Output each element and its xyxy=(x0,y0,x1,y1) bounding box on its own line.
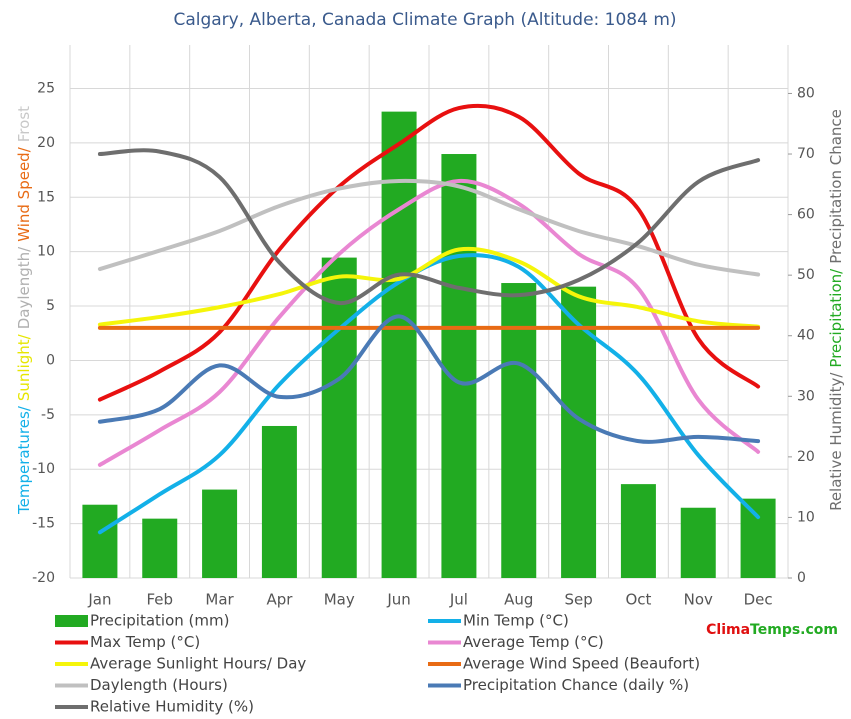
y2-axis-label-part: Precipitation/ xyxy=(827,268,845,368)
y2-tick-label: 50 xyxy=(797,267,815,283)
legend-label: Min Temp (°C) xyxy=(463,612,569,630)
x-tick-label: Apr xyxy=(266,591,293,609)
y2-tick-label: 60 xyxy=(797,207,815,223)
line xyxy=(97,178,761,277)
y-tick-label: -5 xyxy=(41,407,55,423)
bar xyxy=(381,111,417,578)
y-tick-label: 5 xyxy=(46,298,55,314)
bar xyxy=(561,286,597,578)
y-axis-label-part: Temperatures/ xyxy=(15,405,33,515)
y2-tick-label: 0 xyxy=(797,570,806,586)
y-tick-label: 0 xyxy=(46,352,55,368)
y2-tick-label: 30 xyxy=(797,388,815,404)
y-tick-label: 15 xyxy=(37,189,55,205)
y-tick-label: 10 xyxy=(37,244,55,260)
y2-tick-label: 80 xyxy=(797,85,815,101)
x-tick-label: Jan xyxy=(87,591,111,609)
x-tick-label: Aug xyxy=(504,591,533,609)
legend-label: Max Temp (°C) xyxy=(90,633,200,651)
legend-label: Average Wind Speed (Beaufort) xyxy=(463,655,700,673)
bar xyxy=(321,257,357,578)
y-tick-label: -20 xyxy=(32,570,55,586)
line xyxy=(97,314,761,444)
y2-tick-label: 70 xyxy=(797,146,815,162)
legend-label: Precipitation Chance (daily %) xyxy=(463,676,689,694)
bar xyxy=(620,484,656,578)
x-tick-label: Jun xyxy=(386,591,410,609)
legend-label: Precipitation (mm) xyxy=(90,612,229,630)
y2-tick-label: 40 xyxy=(797,328,815,344)
x-tick-label: Jul xyxy=(449,591,468,609)
y-tick-label: -15 xyxy=(32,516,55,532)
line xyxy=(97,148,761,306)
y-axis-label-part: Daylength/ xyxy=(15,246,33,329)
x-tick-label: Mar xyxy=(205,591,234,609)
y-axis-label-part: Sunlight/ xyxy=(15,333,33,401)
y2-axis-label-part: Precipitation Chance xyxy=(827,109,845,264)
y2-axis-label: Relative Humidity/Precipitation/Precipit… xyxy=(827,109,845,511)
x-tick-label: May xyxy=(324,591,355,609)
y-axis-label: Temperatures/Sunlight/Daylength/Wind Spe… xyxy=(15,106,33,515)
chart-title: Calgary, Alberta, Canada Climate Graph (… xyxy=(173,10,676,30)
bar xyxy=(142,518,178,578)
line xyxy=(97,246,761,329)
y-tick-label: 20 xyxy=(37,135,55,151)
y-tick-label: -10 xyxy=(32,461,55,477)
bar xyxy=(441,154,477,579)
x-tick-label: Nov xyxy=(684,591,713,609)
x-tick-label: Feb xyxy=(146,591,173,609)
y2-tick-label: 20 xyxy=(797,449,815,465)
watermark: ClimaTemps.com xyxy=(706,622,838,638)
bar xyxy=(740,498,776,578)
watermark-part: Temps.com xyxy=(750,622,838,638)
x-tick-label: Oct xyxy=(625,591,651,609)
y2-axis-label-part: Relative Humidity/ xyxy=(827,372,845,511)
legend-label: Average Sunlight Hours/ Day xyxy=(90,655,306,673)
x-tick-label: Sep xyxy=(564,591,592,609)
line xyxy=(97,103,761,402)
y-axis-label-part: Frost xyxy=(15,106,33,142)
y2-tick-label: 10 xyxy=(797,509,815,525)
watermark-part: Clima xyxy=(706,622,750,638)
y-tick-label: 25 xyxy=(37,81,55,97)
x-tick-label: Dec xyxy=(744,591,773,609)
legend-swatch xyxy=(55,615,88,627)
bar xyxy=(680,507,716,578)
line xyxy=(97,253,761,535)
bar xyxy=(202,489,238,578)
legend-label: Average Temp (°C) xyxy=(463,633,604,651)
line xyxy=(97,178,761,467)
legend-label: Daylength (Hours) xyxy=(90,676,228,694)
bar xyxy=(501,283,537,578)
y-axis-label-part: Wind Speed/ xyxy=(15,146,33,241)
bar xyxy=(82,504,118,578)
bar xyxy=(261,425,297,578)
legend-label: Relative Humidity (%) xyxy=(90,698,254,716)
